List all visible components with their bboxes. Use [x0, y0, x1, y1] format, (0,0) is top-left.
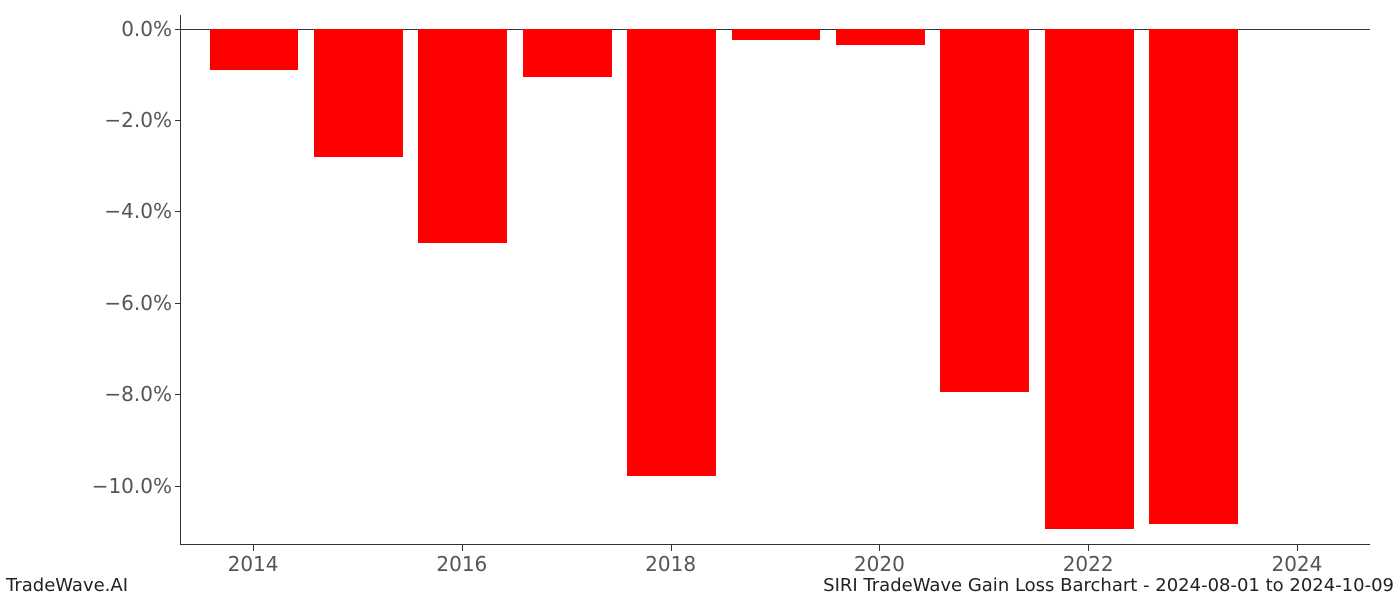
- xtick-label: 2016: [436, 552, 487, 576]
- xtick-label: 2022: [1063, 552, 1114, 576]
- gain-loss-barchart: 0.0% −2.0% −4.0% −6.0% −8.0% −10.0% 2014 2016 2…: [0, 0, 1400, 600]
- bar-2017: [523, 29, 612, 77]
- ytick-label: −6.0%: [62, 291, 172, 315]
- bar-2016: [418, 29, 507, 244]
- ytick-mark: [175, 394, 181, 395]
- ytick-mark: [175, 120, 181, 121]
- footer-caption: SIRI TradeWave Gain Loss Barchart - 2024…: [823, 575, 1394, 596]
- bar-2022: [1045, 29, 1134, 529]
- xtick-label: 2014: [228, 552, 279, 576]
- xtick-mark: [462, 545, 463, 551]
- bar-2019: [732, 29, 821, 40]
- xtick-label: 2020: [854, 552, 905, 576]
- bar-2020: [836, 29, 925, 45]
- ytick-label: −10.0%: [62, 474, 172, 498]
- ytick-mark: [175, 29, 181, 30]
- xtick-mark: [671, 545, 672, 551]
- ytick-mark: [175, 211, 181, 212]
- xtick-mark: [253, 545, 254, 551]
- xtick-label: 2024: [1271, 552, 1322, 576]
- footer-brand: TradeWave.AI: [6, 575, 128, 596]
- ytick-label: −8.0%: [62, 382, 172, 406]
- plot-area: [180, 15, 1370, 545]
- bar-2015: [314, 29, 403, 157]
- bar-2014: [210, 29, 299, 70]
- bar-2021: [940, 29, 1029, 392]
- ytick-mark: [175, 303, 181, 304]
- bar-2018: [627, 29, 716, 477]
- ytick-mark: [175, 486, 181, 487]
- ytick-label: 0.0%: [62, 17, 172, 41]
- xtick-mark: [1088, 545, 1089, 551]
- xtick-mark: [1297, 545, 1298, 551]
- bar-2023: [1149, 29, 1238, 525]
- xtick-label: 2018: [645, 552, 696, 576]
- ytick-label: −4.0%: [62, 199, 172, 223]
- xtick-mark: [879, 545, 880, 551]
- ytick-label: −2.0%: [62, 108, 172, 132]
